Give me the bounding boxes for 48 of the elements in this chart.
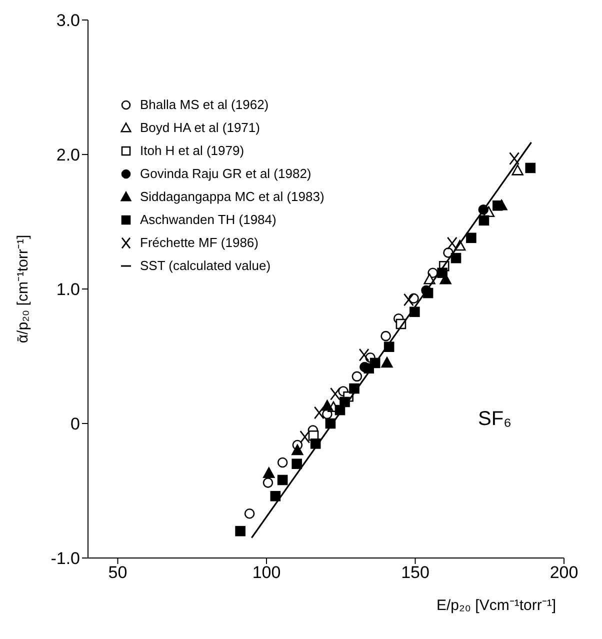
point — [244, 508, 255, 519]
legend-label: Aschwanden TH (1984) — [140, 212, 276, 227]
x-tick-label: 50 — [108, 563, 128, 582]
point — [314, 406, 324, 420]
point — [404, 293, 414, 306]
point — [277, 457, 288, 468]
annotation: SF₆ — [478, 408, 512, 431]
point — [492, 200, 503, 211]
point — [277, 474, 288, 486]
point — [525, 162, 536, 174]
legend-label: Govinda Raju GR et al (1982) — [140, 166, 312, 181]
point — [270, 490, 281, 502]
point — [380, 330, 391, 342]
y-tick-label: 1.0 — [56, 280, 80, 300]
point — [321, 400, 334, 411]
point — [509, 152, 520, 166]
point — [466, 232, 476, 244]
point — [437, 268, 448, 278]
y-axis-title: ᾱ/p₂₀ [cm⁻¹torr⁻¹] — [14, 234, 32, 344]
point — [292, 444, 304, 456]
point — [358, 348, 370, 362]
legend-label: Siddagangappa MC et al (1983) — [140, 189, 324, 204]
point — [262, 478, 274, 488]
point — [381, 356, 393, 368]
point — [410, 306, 420, 318]
x-axis-title: E/p₂₀ [Vcm⁻¹torr⁻¹] — [436, 597, 556, 614]
legend-label: SST (calculated value) — [140, 258, 271, 273]
point — [300, 430, 310, 444]
point — [352, 371, 362, 382]
x-tick-label: 150 — [401, 563, 430, 582]
y-tick-label: 3.0 — [56, 11, 80, 30]
legend-label: Fréchette MF (1986) — [140, 235, 258, 250]
legend-label: Bhalla MS et al (1962) — [140, 97, 269, 112]
y-tick-label: 2.0 — [56, 146, 80, 165]
point — [263, 467, 275, 478]
point — [235, 526, 246, 536]
point — [450, 252, 462, 264]
legend-label: Itoh H et al (1979) — [140, 143, 244, 158]
legend-label: Boyd HA et al (1971) — [140, 120, 260, 135]
y-tick-label: 0 — [70, 414, 80, 434]
point — [446, 236, 458, 250]
point — [478, 215, 490, 226]
y-tick-label: -1.0 — [50, 549, 80, 568]
point — [512, 164, 524, 176]
x-tick-label: 100 — [252, 563, 281, 582]
x-tick-label: 200 — [550, 563, 578, 582]
point — [330, 387, 340, 400]
point — [292, 458, 302, 469]
